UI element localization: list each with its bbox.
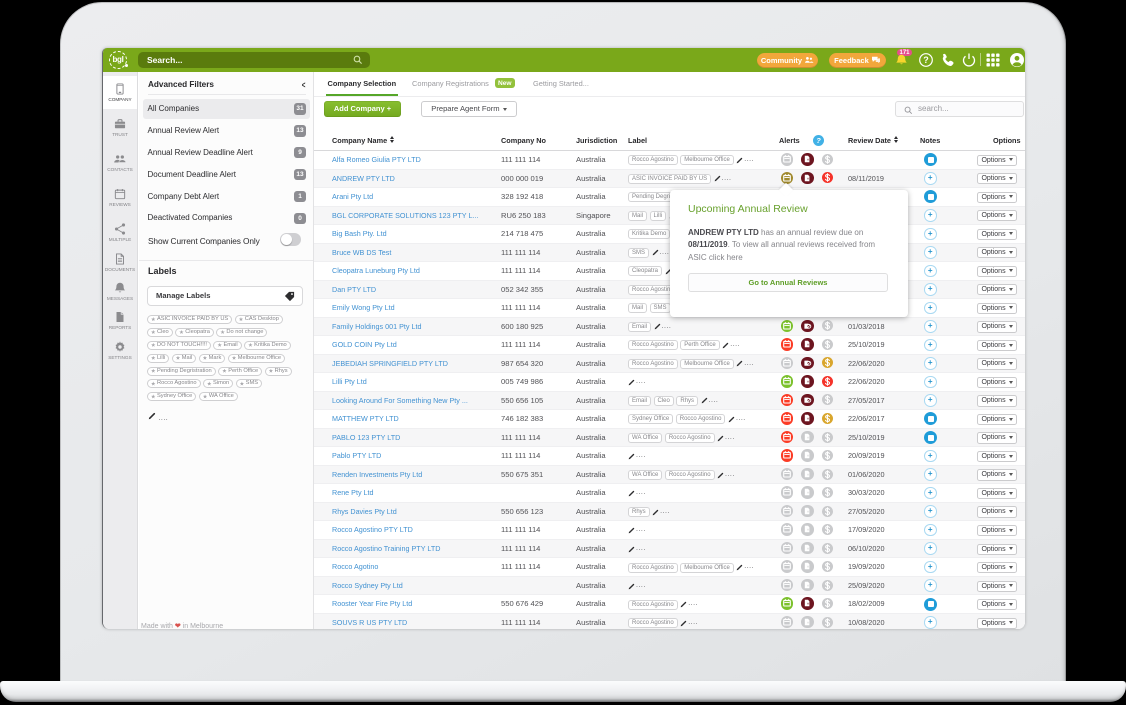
svg-text:?: ? [923, 55, 929, 65]
